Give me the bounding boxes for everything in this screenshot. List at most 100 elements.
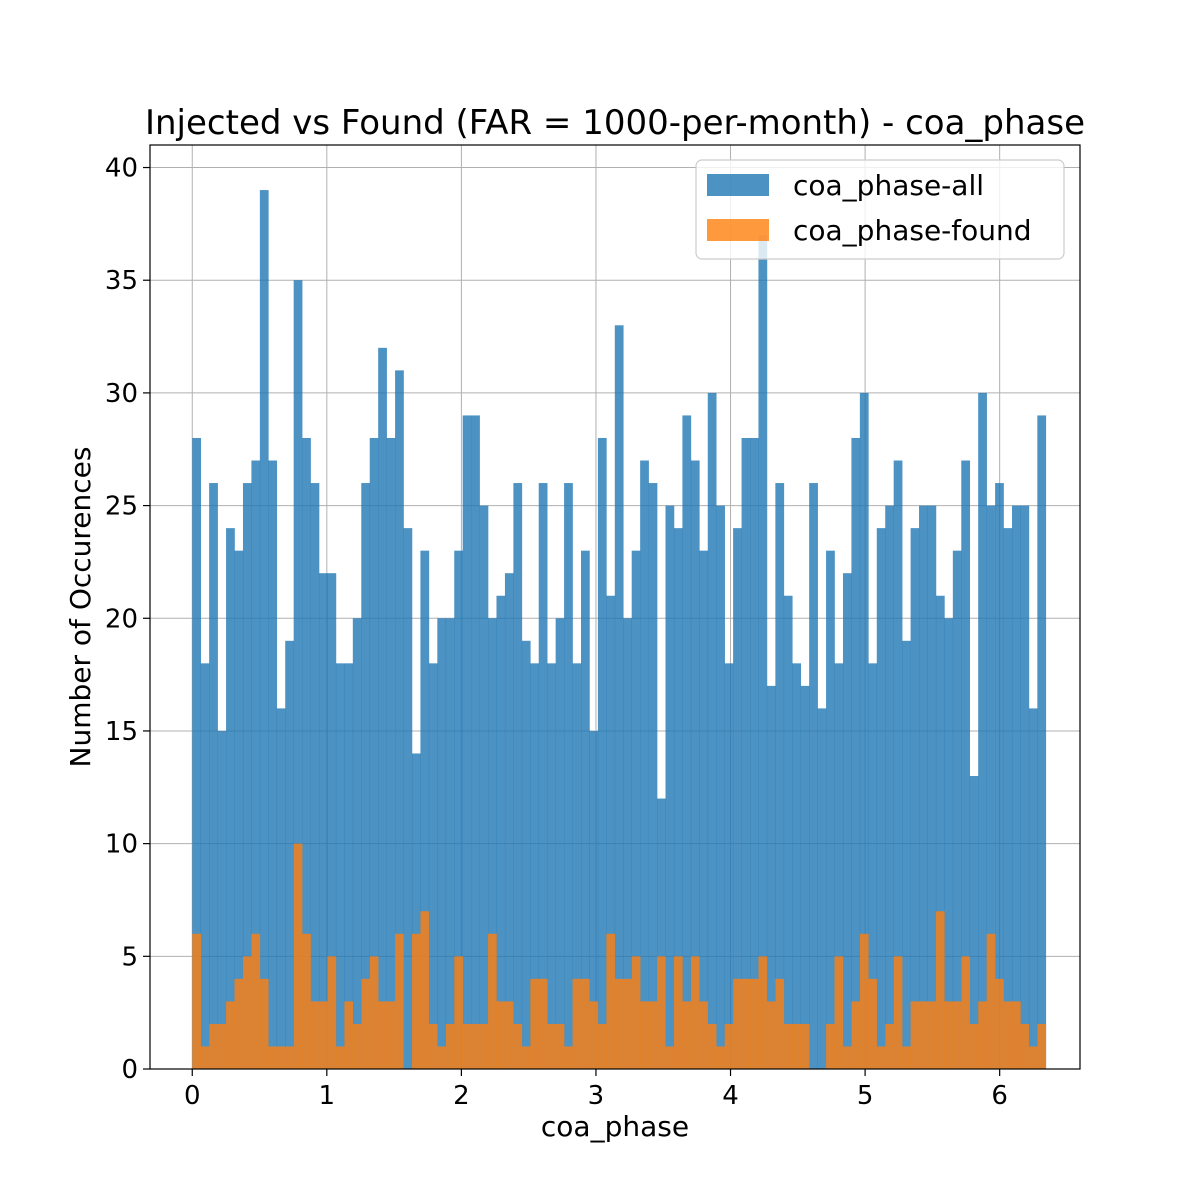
bar-found — [750, 978, 759, 1069]
bar-all — [851, 437, 861, 1070]
y-tick-label: 10 — [105, 830, 138, 860]
bar-found — [386, 1001, 396, 1069]
bar-all — [783, 595, 793, 1069]
legend-swatch-found — [707, 219, 769, 241]
y-tick-label: 30 — [105, 379, 138, 409]
bar-all — [268, 460, 278, 1069]
bar-found — [919, 1001, 928, 1069]
bar-all — [555, 618, 565, 1069]
bar-found — [834, 956, 844, 1069]
bar-all — [488, 618, 497, 1069]
bar-all — [445, 618, 455, 1069]
bar-all — [580, 550, 590, 1069]
chart-title: Injected vs Found (FAR = 1000-per-month)… — [145, 103, 1085, 143]
bar-found — [530, 978, 540, 1069]
bar-found — [766, 1001, 776, 1069]
x-tick-label: 3 — [588, 1081, 605, 1111]
bar-found — [733, 978, 742, 1069]
bar-found — [310, 1001, 320, 1069]
bar-all — [707, 392, 717, 1069]
bar-found — [910, 1001, 920, 1069]
bar-all — [538, 483, 548, 1069]
bar-found — [927, 1001, 937, 1069]
bar-found — [420, 911, 430, 1069]
bar-all — [699, 550, 709, 1069]
y-tick-label: 40 — [105, 154, 138, 184]
bar-found — [665, 1046, 675, 1069]
bar-all — [217, 730, 227, 1069]
bar-found — [893, 956, 903, 1069]
bar-found — [268, 1046, 278, 1069]
bar-all — [927, 505, 937, 1070]
bar-found — [192, 933, 202, 1069]
bar-all — [302, 437, 311, 1070]
bar-all — [741, 437, 751, 1070]
bar-found — [513, 1023, 523, 1069]
bar-found — [978, 1001, 987, 1069]
y-axis-label: Number of Occurences — [64, 447, 97, 768]
bar-all — [589, 730, 599, 1069]
bar-found — [437, 1046, 447, 1069]
bar-all — [395, 370, 404, 1069]
bar-found — [868, 978, 878, 1069]
bar-all — [775, 483, 785, 1069]
bar-all — [471, 415, 480, 1069]
legend: coa_phase-all coa_phase-found — [695, 159, 1065, 260]
bar-all — [200, 663, 210, 1069]
bar-all — [1011, 505, 1021, 1070]
bar-all — [623, 618, 632, 1069]
bar-all — [657, 798, 666, 1069]
bar-found — [952, 1001, 962, 1069]
bar-all — [411, 753, 421, 1069]
bar-found — [504, 1001, 514, 1069]
bar-found — [471, 1023, 480, 1069]
bar-found — [606, 933, 616, 1069]
bar-all — [361, 483, 371, 1069]
bar-all — [1020, 505, 1030, 1070]
bar-all — [665, 505, 675, 1070]
legend-swatch-all — [707, 174, 769, 196]
bar-found — [826, 1023, 835, 1069]
bar-all — [969, 776, 979, 1069]
bar-found — [488, 933, 497, 1069]
bar-all — [319, 573, 328, 1069]
bar-found — [648, 1001, 658, 1069]
bar-found — [699, 1001, 709, 1069]
bar-found — [344, 1001, 354, 1069]
bar-all — [640, 460, 649, 1069]
bar-found — [327, 956, 337, 1069]
bar-found — [657, 956, 666, 1069]
bar-found — [378, 1001, 387, 1069]
bar-all — [378, 347, 387, 1070]
x-axis-ticks: 0 1 2 3 4 5 6 — [184, 1069, 1008, 1111]
plot-frame — [149, 144, 1081, 1070]
bar-found — [428, 1023, 438, 1069]
bar-found — [352, 1023, 362, 1069]
bar-all — [327, 573, 337, 1069]
bar-found — [259, 978, 269, 1069]
bar-all — [952, 550, 962, 1069]
bar-found — [986, 933, 996, 1069]
x-tick-label: 5 — [857, 1081, 874, 1111]
y-tick-label: 5 — [121, 942, 138, 972]
bar-all — [437, 618, 447, 1069]
bar-found — [319, 1001, 328, 1069]
bar-all — [226, 528, 235, 1069]
bar-found — [361, 978, 371, 1069]
bar-all — [986, 505, 996, 1070]
bar-found — [640, 1001, 649, 1069]
bar-found — [935, 911, 945, 1069]
bar-all — [234, 550, 244, 1069]
bar-found — [876, 1046, 886, 1069]
bar-all — [944, 618, 954, 1069]
bar-found — [564, 1046, 573, 1069]
bar-all — [420, 550, 430, 1069]
bar-all — [276, 708, 286, 1069]
bar-found — [1028, 1046, 1038, 1069]
bar-found — [690, 956, 700, 1069]
bar-found — [293, 843, 303, 1069]
bar-found — [775, 978, 785, 1069]
bar-found — [969, 1023, 979, 1069]
legend-label-all: coa_phase-all — [793, 169, 984, 202]
